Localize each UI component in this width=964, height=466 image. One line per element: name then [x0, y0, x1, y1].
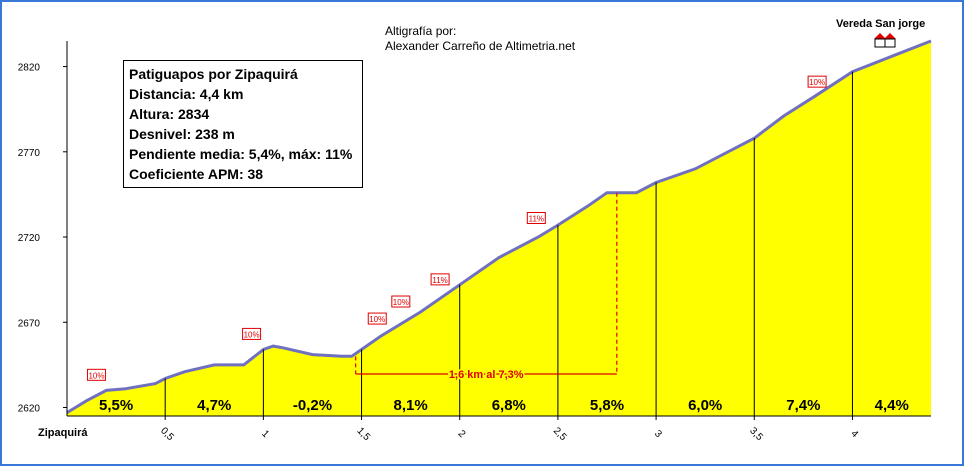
info-box: Patiguapos por Zipaquirá Distancia: 4,4 … — [123, 60, 363, 188]
gradient-badge-label: 10% — [244, 330, 260, 339]
info-gradient: Pendiente media: 5,4%, máx: 11% — [129, 146, 353, 162]
y-tick-label: 2670 — [18, 318, 41, 329]
house-icon — [874, 33, 896, 48]
x-tick-label: 4 — [848, 428, 860, 440]
x-tick-label: 2,5 — [551, 425, 569, 443]
chart-title: Patiguapos por Zipaquirá — [129, 66, 298, 82]
gradient-badge-label: 10% — [809, 78, 825, 87]
gradient-badge — [391, 295, 411, 308]
segment-gradient-label: 6,8% — [492, 397, 526, 414]
gradient-badge — [242, 327, 262, 340]
credit-line-2: Alexander Carreño de Altimetria.net — [385, 39, 576, 53]
segment-gradient-label: 5,8% — [590, 397, 624, 414]
segment-gradient-label: 6,0% — [688, 397, 722, 414]
profile-area — [67, 41, 931, 416]
x-tick-label: 0,5 — [158, 425, 176, 443]
gradient-badge-label: 10% — [393, 298, 409, 307]
y-tick-label: 2770 — [18, 148, 41, 159]
gradient-badge — [526, 212, 546, 224]
end-location-label: Vereda San jorge — [836, 18, 926, 30]
y-tick-label: 2720 — [18, 233, 41, 244]
segment-gradient-label: -0,2% — [293, 397, 332, 414]
x-tick-label: 2 — [456, 428, 468, 440]
segment-gradient-label: 7,4% — [786, 397, 820, 414]
info-elevation-gain: Desnivel: 238 m — [129, 126, 235, 142]
info-altitude: Altura: 2834 — [129, 106, 210, 122]
y-tick-label: 2620 — [18, 403, 41, 414]
x-tick-label: 3,5 — [747, 425, 765, 443]
credit: Altigrafía por: Alexander Carreño de Alt… — [385, 24, 575, 54]
credit-line-1: Altigrafía por: — [385, 24, 457, 38]
gradient-badge — [367, 312, 387, 325]
x-tick-label: 1,5 — [355, 425, 373, 443]
segment-gradient-label: 5,5% — [99, 397, 133, 414]
gradient-badge-label: 10% — [369, 315, 385, 324]
x-tick-label: 3 — [652, 428, 664, 440]
gradient-badge-label: 11% — [529, 215, 544, 224]
segment-gradient-label: 4,7% — [197, 397, 231, 414]
climb-label: 1,6 km al 7,3% — [449, 369, 524, 381]
segment-gradient-label: 8,1% — [394, 397, 428, 414]
gradient-badge-label: 11% — [432, 276, 447, 285]
gradient-badge — [807, 75, 827, 88]
gradient-badge — [430, 273, 450, 286]
x-tick-label: 1 — [259, 428, 271, 440]
segment-gradient-label: 4,4% — [875, 397, 909, 414]
info-apm: Coeficiente APM: 38 — [129, 166, 264, 182]
profile-line — [66, 39, 932, 414]
info-distance: Distancia: 4,4 km — [129, 86, 244, 102]
gradient-badge-label: 10% — [88, 371, 104, 380]
y-tick-label: 2820 — [18, 63, 41, 74]
gradient-badge — [86, 368, 106, 381]
start-location-label: Zipaquirá — [38, 427, 88, 439]
